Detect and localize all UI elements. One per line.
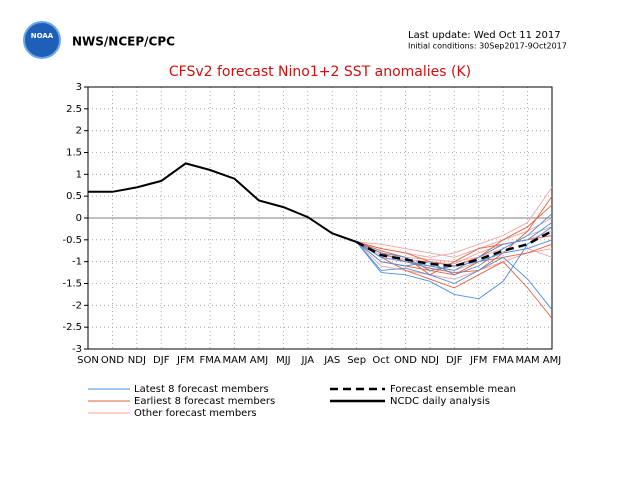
x-tick-label: JJA bbox=[301, 355, 315, 366]
y-tick-label: -1.5 bbox=[62, 279, 82, 290]
y-tick-label: -1 bbox=[72, 257, 82, 268]
y-tick-label: 2 bbox=[76, 126, 82, 137]
x-tick-label: DJF bbox=[153, 355, 170, 366]
x-tick-label: OND bbox=[394, 355, 417, 366]
member-line bbox=[356, 226, 553, 300]
member-line bbox=[356, 241, 553, 319]
x-tick-label: DJF bbox=[446, 355, 463, 366]
y-tick-label: -3 bbox=[72, 344, 82, 355]
x-tick-label: FMA bbox=[493, 355, 514, 366]
member-line bbox=[356, 222, 553, 271]
y-tick-label: -2.5 bbox=[62, 322, 82, 333]
x-tick-label: FMA bbox=[199, 355, 220, 366]
x-tick-label: SON bbox=[77, 355, 99, 366]
x-tick-label: JAS bbox=[323, 355, 340, 366]
legend-label: Forecast ensemble mean bbox=[390, 384, 516, 395]
member-line bbox=[356, 213, 553, 276]
member-line bbox=[356, 239, 553, 271]
x-tick-label: NDJ bbox=[421, 355, 439, 366]
legend-label: NCDC daily analysis bbox=[390, 396, 490, 407]
chart-title: CFSv2 forecast Nino1+2 SST anomalies (K) bbox=[169, 64, 471, 80]
member-line bbox=[356, 195, 553, 274]
y-tick-label: 0 bbox=[76, 213, 82, 224]
x-tick-label: MJJ bbox=[276, 355, 291, 366]
x-tick-label: Sep bbox=[347, 355, 366, 366]
initial-conditions: Initial conditions: 30Sep2017-9Oct2017 bbox=[408, 42, 567, 51]
x-tick-label: NDJ bbox=[128, 355, 146, 366]
logo bbox=[23, 21, 61, 59]
x-tick-label: JFM bbox=[469, 355, 487, 366]
legend-label: Other forecast members bbox=[134, 408, 257, 419]
x-tick-label: MAM bbox=[516, 355, 540, 366]
series-line bbox=[88, 162, 357, 243]
legend-label: Latest 8 forecast members bbox=[134, 384, 269, 395]
y-tick-label: 1 bbox=[76, 169, 82, 180]
logo-text: NOAA bbox=[31, 32, 54, 40]
member-line bbox=[356, 217, 553, 258]
last-update: Last update: Wed Oct 11 2017 bbox=[408, 30, 561, 41]
y-tick-label: 2.5 bbox=[66, 104, 82, 115]
y-tick-label: -2 bbox=[72, 300, 82, 311]
y-tick-label: 3 bbox=[76, 82, 82, 93]
x-tick-label: Oct bbox=[372, 355, 389, 366]
y-tick-label: 0.5 bbox=[66, 191, 82, 202]
legend-label: Earliest 8 forecast members bbox=[134, 396, 275, 407]
x-tick-label: OND bbox=[101, 355, 124, 366]
series-line bbox=[356, 229, 553, 268]
x-tick-label: AMJ bbox=[250, 355, 268, 366]
y-tick-label: 1.5 bbox=[66, 148, 82, 159]
x-tick-label: MAM bbox=[222, 355, 246, 366]
x-tick-label: AMJ bbox=[543, 355, 561, 366]
agency: NWS/NCEP/CPC bbox=[72, 35, 175, 49]
x-tick-label: JFM bbox=[176, 355, 194, 366]
y-tick-label: -0.5 bbox=[62, 235, 82, 246]
member-line bbox=[356, 241, 553, 310]
